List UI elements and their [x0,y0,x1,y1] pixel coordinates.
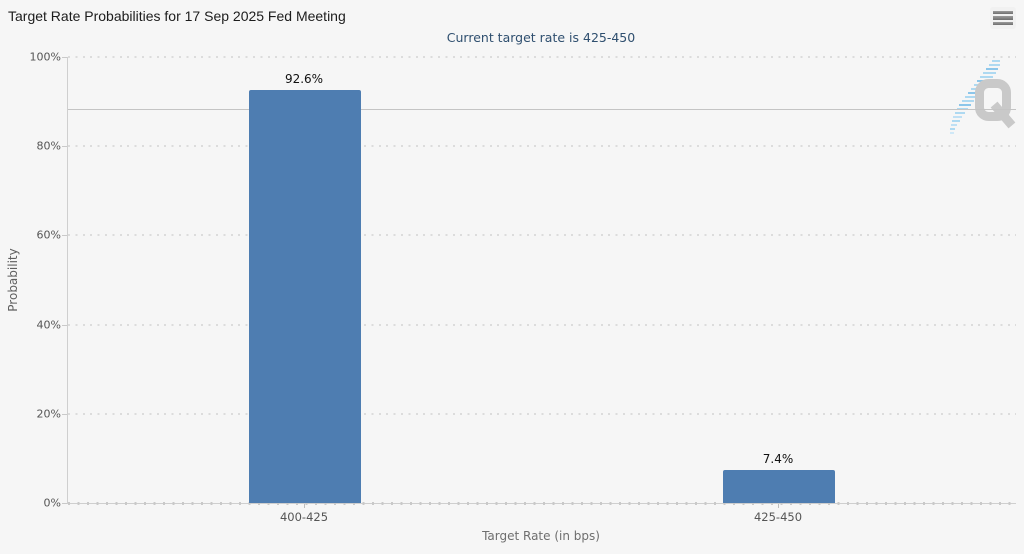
bar-425-450[interactable] [723,470,835,503]
y-gridline [68,412,1016,415]
y-tick-label: 100% [29,50,61,64]
reference-line [68,108,1016,110]
y-tick-mark [62,146,67,148]
y-tick-label: 40% [36,318,61,332]
hamburger-icon [993,21,1013,26]
x-tick-mark [304,504,305,508]
bar-400-425[interactable] [249,90,361,503]
x-tick-mark [778,504,779,508]
chart-title: Target Rate Probabilities for 17 Sep 202… [8,8,346,24]
chart-context-menu-button[interactable] [990,7,1016,29]
x-axis-minor-ticks [68,502,1016,505]
y-tick-mark [62,324,67,326]
quikstrike-watermark-icon [950,60,1016,134]
y-tick-label: 80% [36,139,61,153]
y-tick-label: 0% [43,496,61,510]
x-category-label: 400-425 [279,510,329,524]
bar-value-label: 7.4% [762,451,794,466]
y-tick-mark [62,413,67,415]
y-tick-label: 60% [36,228,61,242]
y-gridline [68,56,1016,58]
y-tick-mark [62,57,67,58]
y-axis-title: Probability [6,248,20,312]
y-gridline [68,234,1016,237]
y-gridline [68,145,1016,148]
x-category-label: 425-450 [753,510,803,524]
hamburger-icon [993,10,1013,15]
bar-value-label: 92.6% [284,72,324,86]
plot-area [67,56,1016,505]
chart-subtitle: Current target rate is 425-450 [446,30,636,45]
y-gridline [68,323,1016,326]
y-tick-label: 20% [36,407,61,421]
hamburger-icon [993,16,1013,20]
y-tick-mark [62,503,67,504]
y-tick-mark [62,235,67,237]
x-axis-title: Target Rate (in bps) [482,529,600,543]
